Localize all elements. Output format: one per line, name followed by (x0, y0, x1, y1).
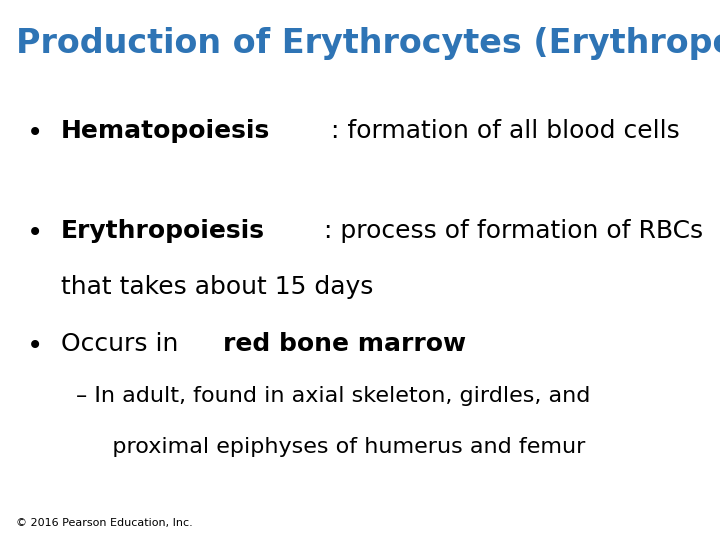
Text: •: • (27, 219, 44, 247)
Text: proximal epiphyses of humerus and femur: proximal epiphyses of humerus and femur (91, 437, 586, 457)
Text: : formation of all blood cells: : formation of all blood cells (331, 119, 680, 143)
Text: •: • (27, 332, 44, 360)
Text: Erythropoiesis: Erythropoiesis (61, 219, 265, 242)
Text: that takes about 15 days: that takes about 15 days (61, 275, 374, 299)
Text: red bone marrow: red bone marrow (223, 332, 466, 356)
Text: Hematopoiesis: Hematopoiesis (61, 119, 271, 143)
Text: © 2016 Pearson Education, Inc.: © 2016 Pearson Education, Inc. (16, 518, 192, 528)
Text: •: • (27, 119, 44, 147)
Text: : process of formation of RBCs: : process of formation of RBCs (325, 219, 703, 242)
Text: Production of Erythrocytes (Erythropoiesis): Production of Erythrocytes (Erythropoies… (16, 27, 720, 60)
Text: Occurs in: Occurs in (61, 332, 186, 356)
Text: – In adult, found in axial skeleton, girdles, and: – In adult, found in axial skeleton, gir… (76, 386, 590, 406)
